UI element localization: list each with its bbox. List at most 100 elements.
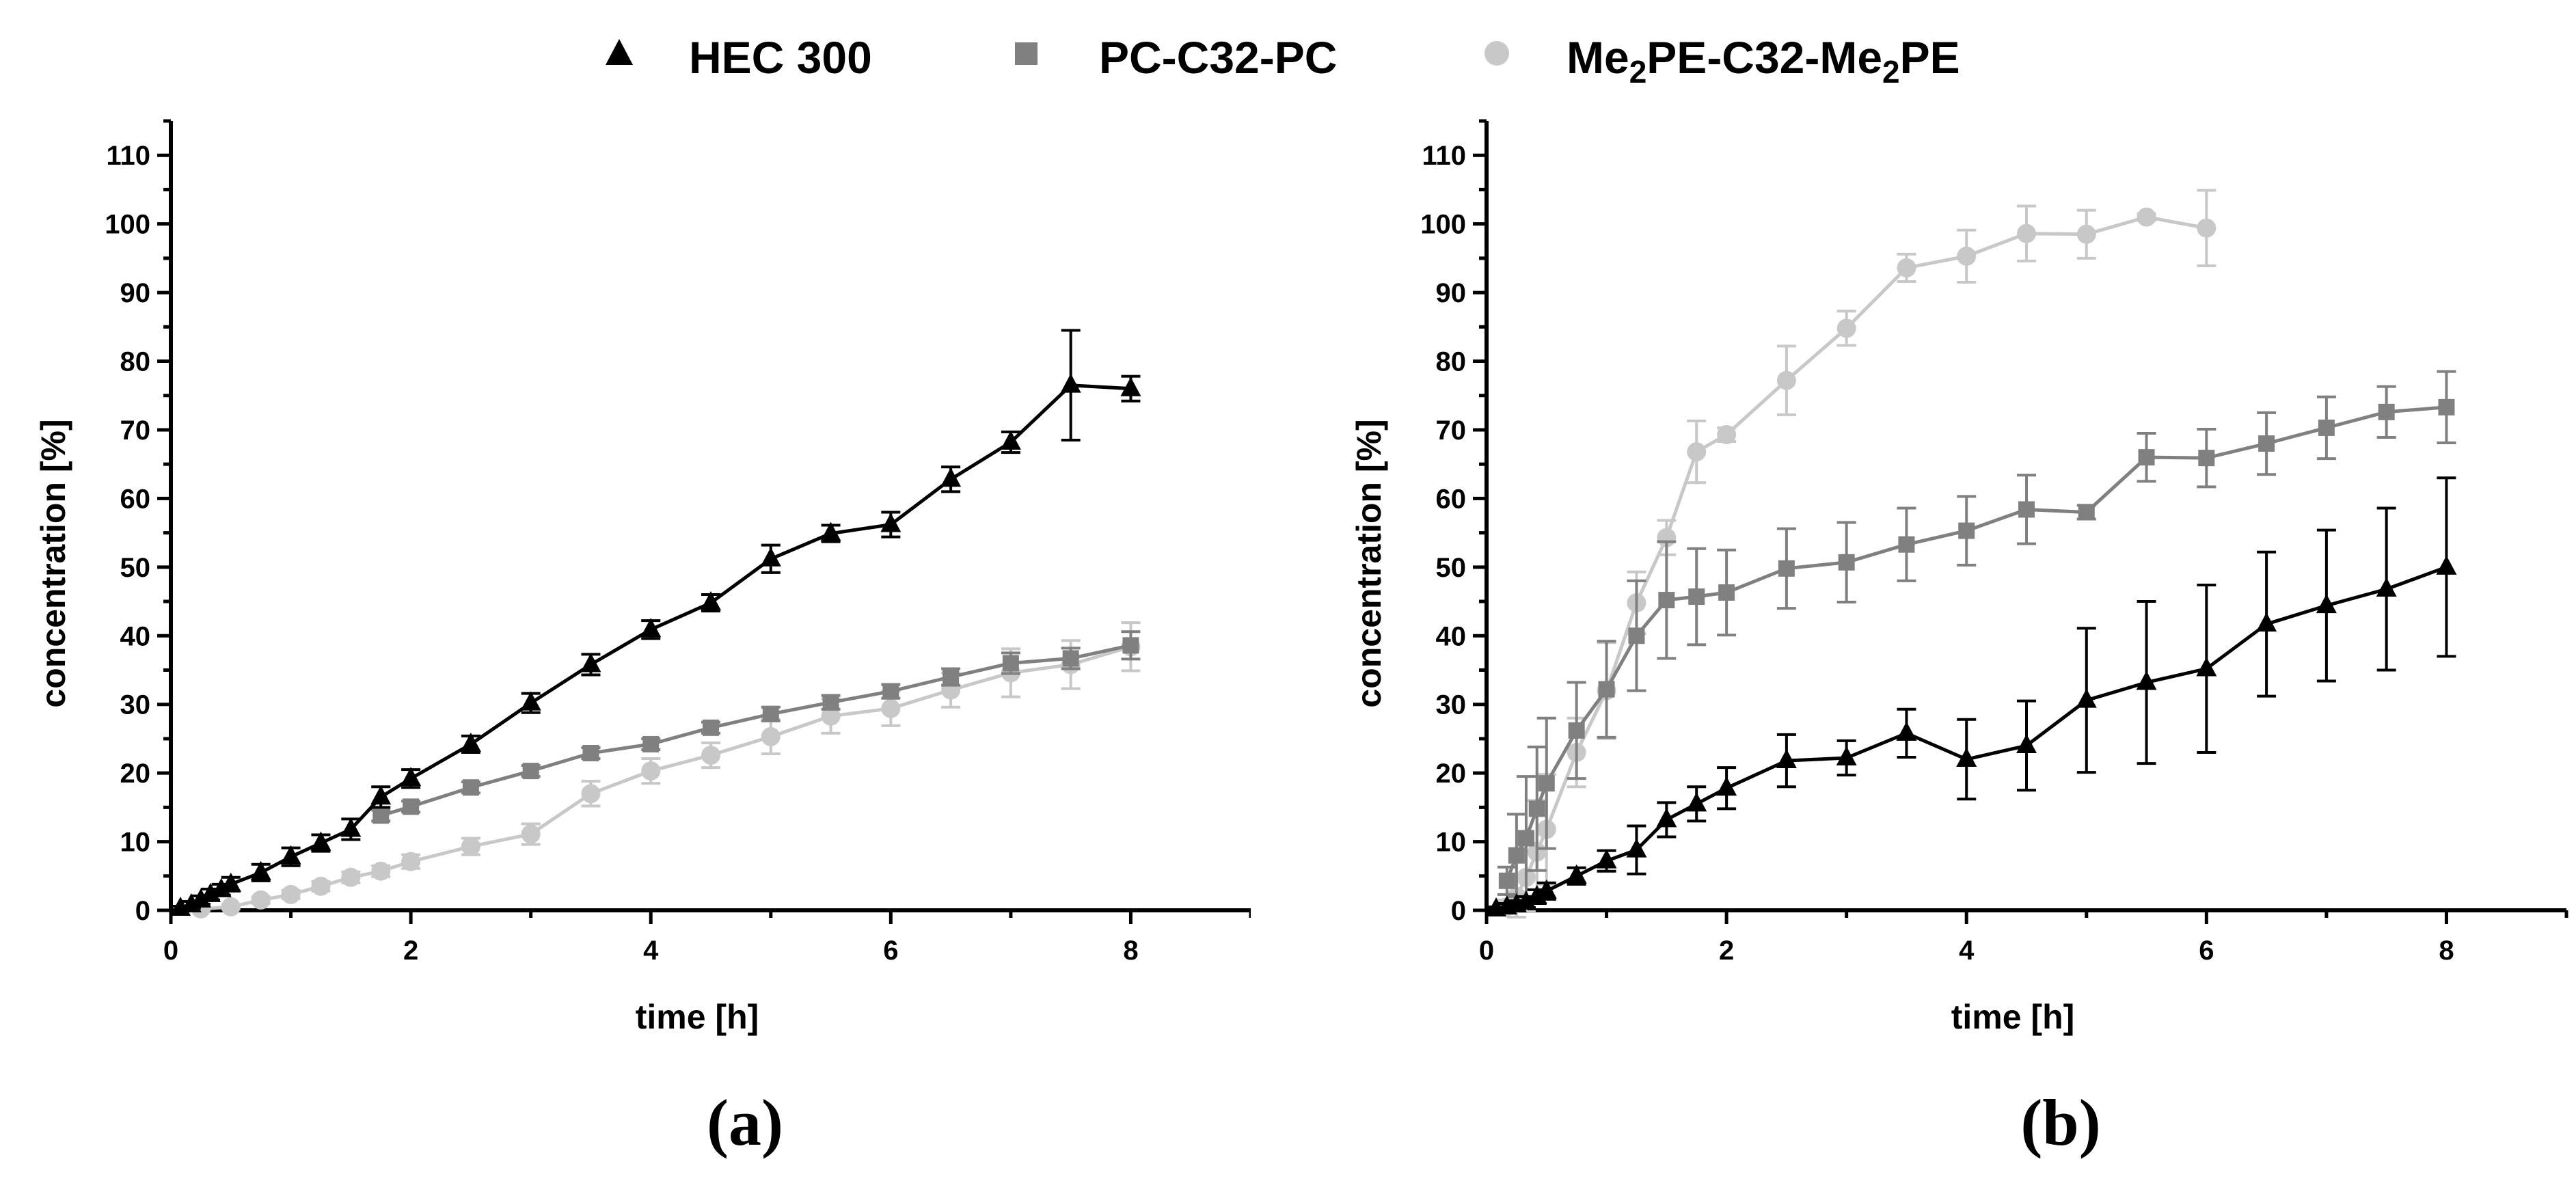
y-tick-label: 80 (1436, 347, 1467, 377)
series-2 (1497, 189, 2216, 919)
y-tick-label: 80 (120, 347, 151, 377)
data-point (580, 653, 601, 672)
data-point (1062, 650, 1079, 667)
data-point (1508, 847, 1525, 864)
data-point (582, 745, 599, 762)
legend-label-pc-c32-pc: PC-C32-PC (1099, 32, 1337, 83)
data-point (701, 591, 721, 611)
data-point (2316, 594, 2337, 614)
data-point (1776, 749, 1797, 769)
data-point (2137, 207, 2156, 227)
data-point (2197, 218, 2216, 238)
data-point (1628, 627, 1645, 644)
data-point (1528, 800, 1545, 817)
panel-label-a: (a) (707, 1086, 783, 1159)
data-point (1778, 560, 1795, 577)
series-1 (371, 630, 1141, 824)
data-point (462, 779, 479, 796)
y-tick-label: 10 (120, 828, 151, 858)
data-point (2198, 450, 2215, 467)
x-tick-label: 0 (1479, 936, 1494, 966)
data-point (2256, 612, 2277, 632)
data-point (370, 785, 392, 805)
data-point (1898, 536, 1915, 553)
data-point (2196, 657, 2217, 677)
data-point (1568, 722, 1585, 739)
data-point (221, 897, 241, 916)
data-point (1517, 830, 1534, 847)
series-line (200, 644, 1132, 911)
data-point (372, 807, 390, 824)
data-point (1688, 588, 1705, 606)
data-point (761, 726, 781, 746)
y-axis-label: concentration [%] (1350, 419, 1388, 707)
series-line (180, 383, 1131, 910)
data-point (940, 467, 962, 487)
y-axis-label: concentration [%] (34, 419, 72, 707)
data-point (522, 763, 539, 780)
x-tick-label: 4 (643, 936, 659, 966)
x-axis-label: time [h] (1951, 998, 2075, 1036)
data-point (2138, 449, 2155, 466)
data-point (822, 694, 839, 711)
x-tick-label: 8 (1123, 936, 1138, 966)
y-tick-label: 110 (106, 141, 150, 171)
x-axis-label: time [h] (636, 998, 759, 1036)
data-point (2078, 504, 2095, 521)
y-tick-label: 90 (120, 278, 151, 308)
data-point (461, 837, 480, 856)
data-point (2076, 224, 2096, 244)
data-point (1538, 775, 1555, 792)
data-point (1000, 431, 1021, 450)
data-point (250, 860, 271, 880)
data-point (1836, 318, 1856, 338)
y-tick-label: 10 (1436, 828, 1467, 858)
data-point (821, 706, 841, 726)
y-tick-label: 30 (1436, 690, 1467, 720)
data-point (520, 691, 541, 711)
data-point (880, 513, 901, 532)
series-0 (1486, 476, 2457, 916)
data-point (371, 861, 391, 881)
y-tick-label: 100 (105, 210, 150, 240)
y-tick-label: 50 (1436, 553, 1467, 583)
data-point (200, 882, 221, 902)
data-point (1717, 424, 1737, 444)
data-point (1896, 721, 1917, 741)
data-point (2378, 403, 2395, 420)
data-point (310, 831, 331, 851)
y-tick-label: 50 (120, 553, 151, 583)
data-point (2258, 435, 2275, 452)
data-point (881, 698, 901, 718)
data-point (1656, 808, 1677, 828)
legend-entry-pc-c32-pc: PC-C32-PC (1015, 32, 1337, 83)
data-point (1498, 872, 1515, 889)
data-point (703, 719, 719, 736)
data-point (1626, 838, 1647, 858)
data-point (642, 735, 660, 752)
y-tick-label: 20 (1436, 759, 1467, 789)
legend-entry-hec-300: HEC 300 (606, 32, 872, 83)
x-tick-label: 8 (2439, 936, 2454, 966)
legend: HEC 300 PC-C32-PC Me2PE-C32-Me2PE (606, 32, 1960, 90)
data-point (882, 683, 899, 700)
x-tick-label: 6 (2199, 936, 2214, 966)
data-point (401, 852, 421, 871)
y-tick-label: 40 (1436, 621, 1467, 651)
data-point (1686, 792, 1707, 812)
data-point (521, 824, 541, 844)
data-point (2438, 398, 2455, 416)
circle-marker-icon (1484, 41, 1509, 66)
data-point (2016, 733, 2037, 753)
data-point (251, 890, 271, 910)
data-point (1897, 258, 1916, 277)
data-point (1658, 592, 1675, 609)
y-tick-label: 70 (1436, 416, 1467, 446)
data-point (701, 746, 720, 765)
data-point (180, 893, 202, 912)
data-point (2076, 688, 2097, 708)
data-point (760, 547, 781, 567)
series-line (1505, 405, 2447, 882)
